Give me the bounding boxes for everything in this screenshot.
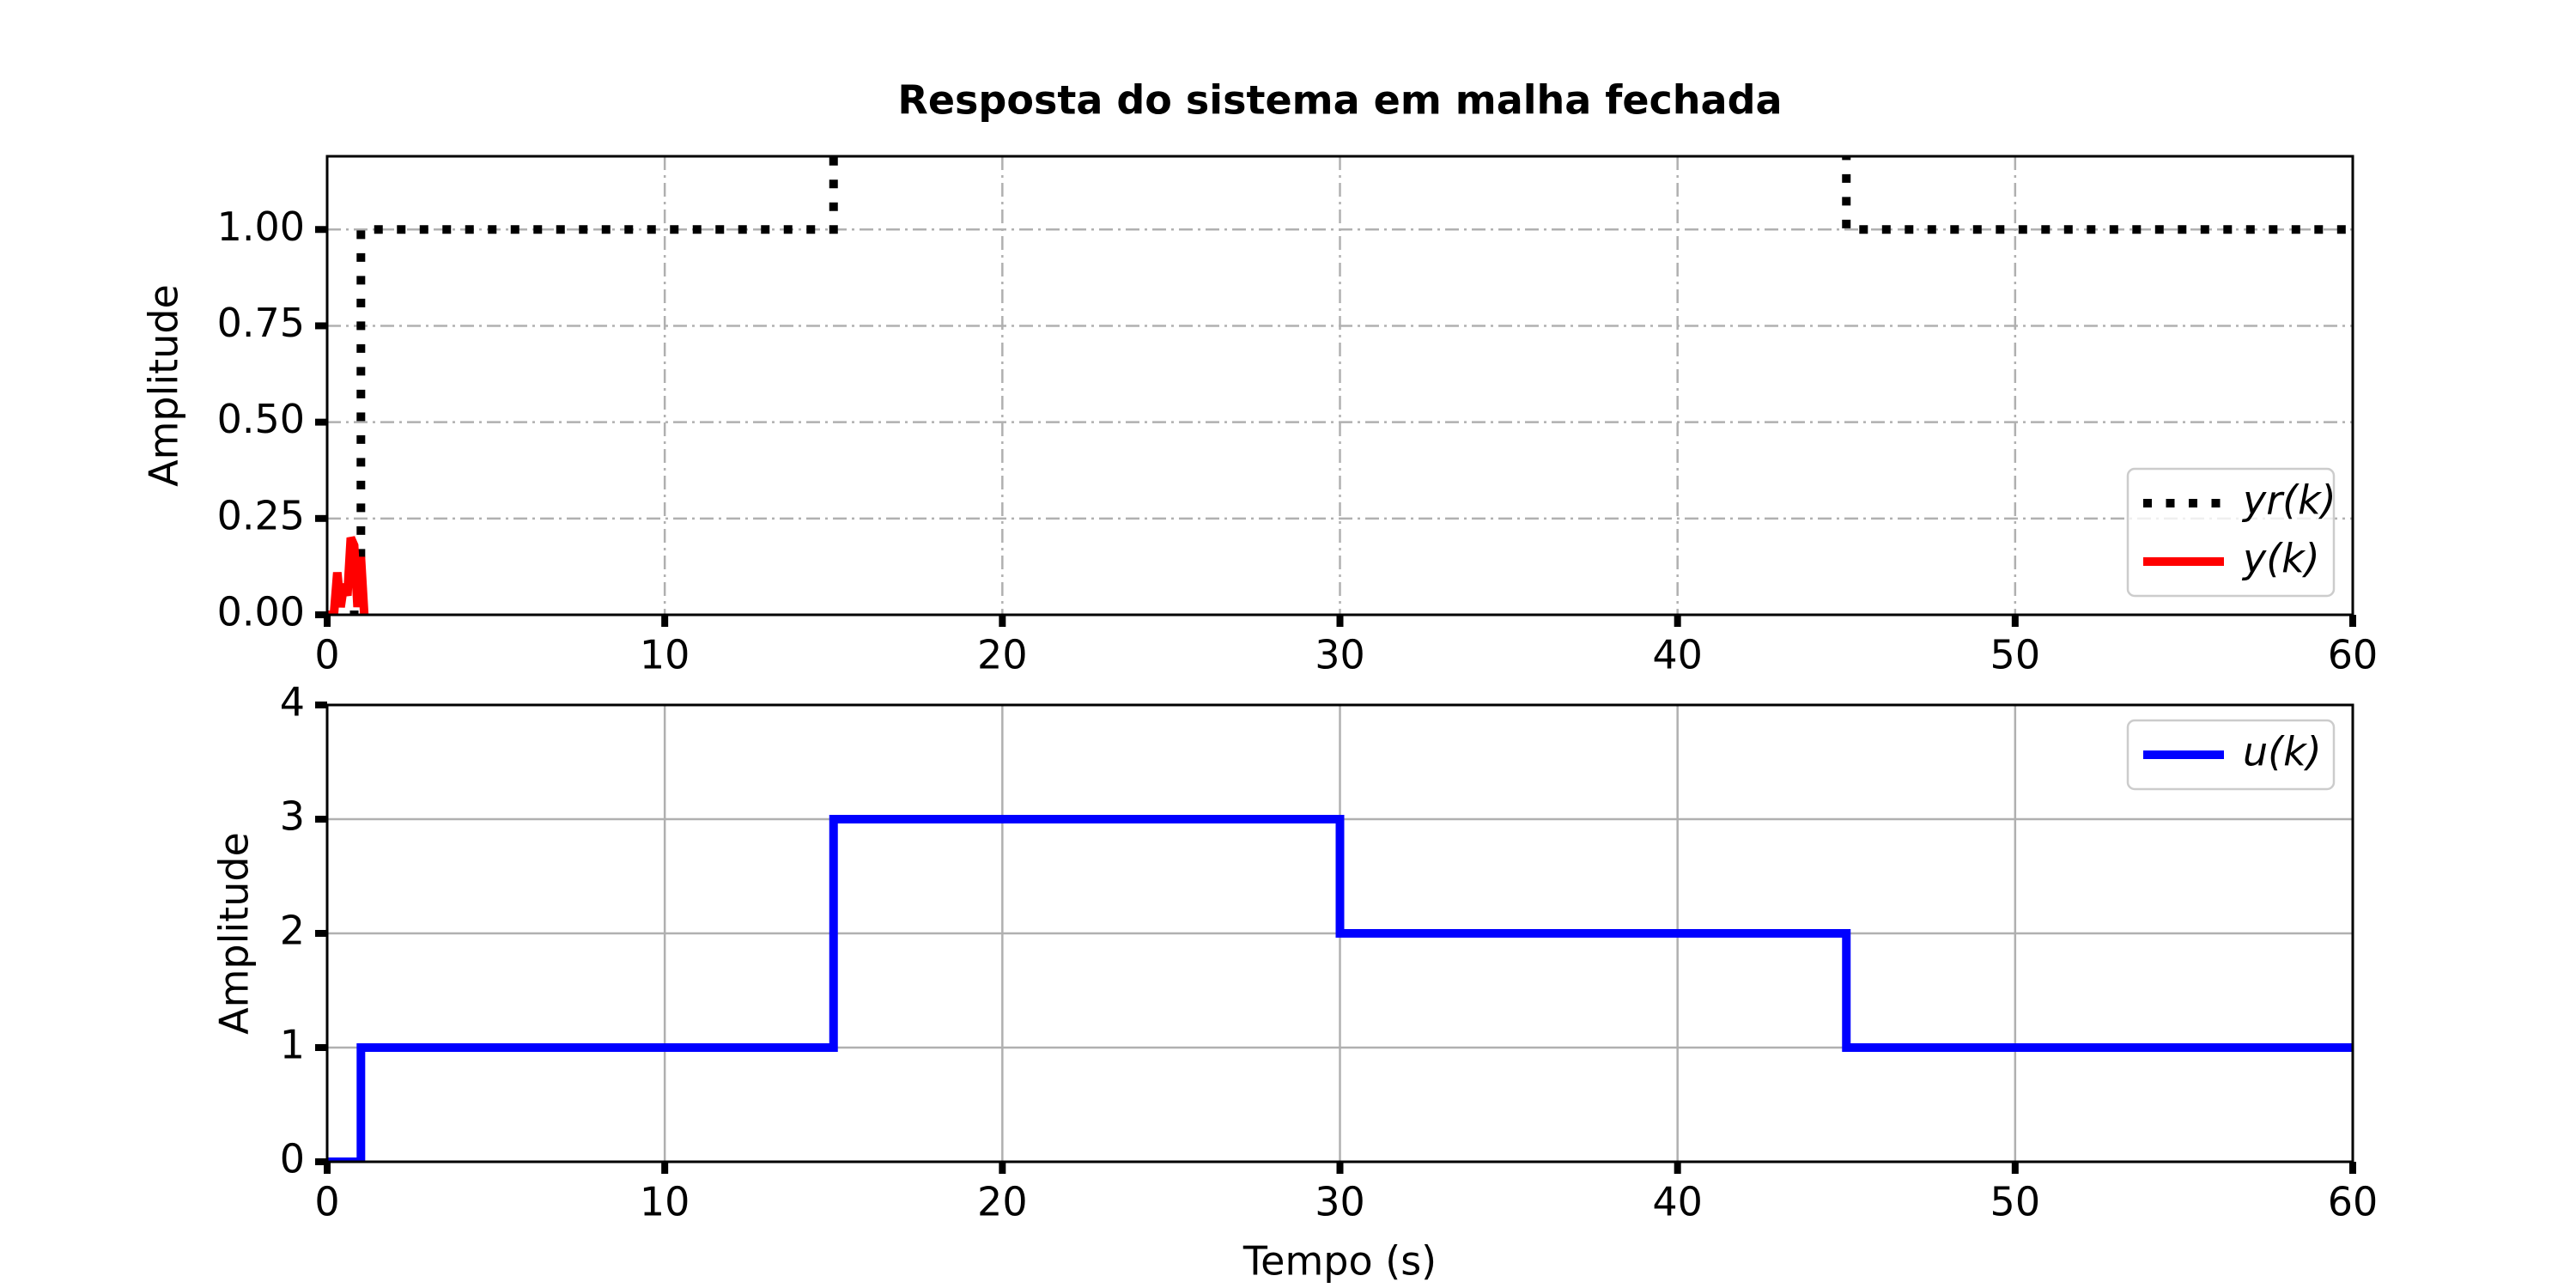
chart-title: Resposta do sistema em malha fechada bbox=[897, 77, 1782, 124]
x-tick-label: 20 bbox=[977, 632, 1028, 678]
x-tick-label: 40 bbox=[1652, 1179, 1703, 1225]
x-tick-label: 60 bbox=[2328, 1179, 2379, 1225]
x-tick-label: 10 bbox=[640, 1179, 690, 1225]
y-axis-label: Amplitude bbox=[211, 832, 258, 1035]
y-tick-label: 1.00 bbox=[217, 204, 305, 250]
y-tick-label: 4 bbox=[280, 679, 305, 726]
x-tick-label: 10 bbox=[640, 632, 690, 678]
y-tick-label: 0 bbox=[280, 1136, 305, 1182]
y-tick-label: 1 bbox=[280, 1022, 305, 1068]
plot-frame bbox=[325, 703, 2354, 1163]
x-tick-label: 0 bbox=[314, 1179, 339, 1225]
x-tick-label: 40 bbox=[1652, 632, 1703, 678]
series-line bbox=[327, 536, 369, 615]
x-tick-label: 60 bbox=[2328, 632, 2379, 678]
y-tick-label: 0.75 bbox=[217, 300, 305, 346]
y-tick-label: 0.00 bbox=[217, 589, 305, 635]
x-tick-label: 50 bbox=[1990, 1179, 2041, 1225]
y-tick-label: 0.25 bbox=[217, 492, 305, 538]
x-tick-label: 0 bbox=[314, 632, 339, 678]
x-tick-label: 30 bbox=[1315, 632, 1365, 678]
legend-label: u(k) bbox=[2243, 729, 2322, 775]
plot-frame bbox=[325, 155, 2354, 617]
y-tick-label: 0.50 bbox=[217, 396, 305, 442]
legend-box bbox=[2126, 719, 2336, 791]
legend-label: y(k) bbox=[2241, 536, 2320, 582]
x-axis-label: Tempo (s) bbox=[1242, 1238, 1437, 1285]
series-line bbox=[327, 815, 2353, 1162]
x-tick-label: 50 bbox=[1990, 632, 2041, 678]
x-tick-label: 20 bbox=[977, 1179, 1028, 1225]
legend-label: yr(k) bbox=[2241, 477, 2336, 524]
y-axis-label: Amplitude bbox=[141, 284, 187, 487]
x-tick-label: 30 bbox=[1315, 1179, 1365, 1225]
y-tick-label: 2 bbox=[280, 908, 305, 954]
y-tick-label: 3 bbox=[280, 793, 305, 840]
